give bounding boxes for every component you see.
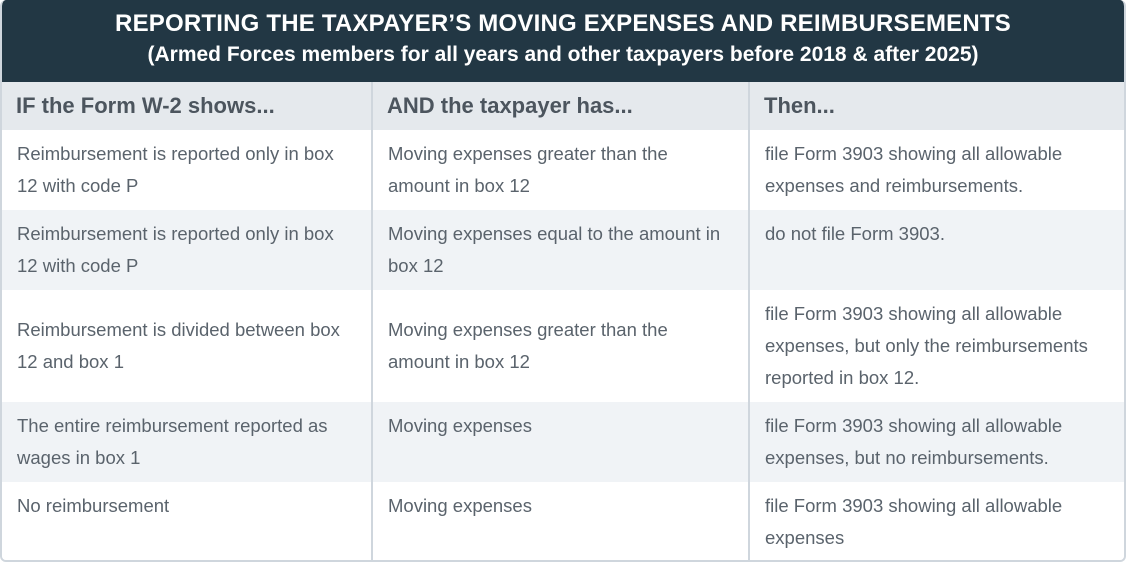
cell-then: file Form 3903 showing all allowable exp… (748, 482, 1124, 560)
column-header-taxpayer-has: AND the taxpayer has... (371, 82, 749, 130)
column-header-w2-shows: IF the Form W-2 shows... (2, 82, 372, 130)
table-row: No reimbursement Moving expenses file Fo… (2, 482, 1124, 560)
reporting-rules-table: IF the Form W-2 shows... AND the taxpaye… (2, 82, 1124, 560)
cell-w2-shows: Reimbursement is divided between box 12 … (2, 290, 372, 402)
cell-taxpayer-has: Moving expenses equal to the amount in b… (371, 210, 749, 290)
cell-w2-shows: Reimbursement is reported only in box 12… (2, 210, 372, 290)
table-row: The entire reimbursement reported as wag… (2, 402, 1124, 482)
cell-w2-shows: No reimbursement (2, 482, 372, 560)
page-title: REPORTING THE TAXPAYER’S MOVING EXPENSES… (115, 10, 1011, 37)
cell-then: file Form 3903 showing all allowable exp… (748, 402, 1124, 482)
cell-taxpayer-has: Moving expenses (371, 402, 749, 482)
table-row: Reimbursement is reported only in box 12… (2, 210, 1124, 290)
cell-then: do not file Form 3903. (748, 210, 1124, 290)
cell-taxpayer-has: Moving expenses greater than the amount … (371, 290, 749, 402)
table-header-row: IF the Form W-2 shows... AND the taxpaye… (2, 82, 1124, 130)
cell-taxpayer-has: Moving expenses greater than the amount … (371, 130, 749, 210)
cell-taxpayer-has: Moving expenses (371, 482, 749, 560)
table-row: Reimbursement is reported only in box 12… (2, 130, 1124, 210)
page-subtitle: (Armed Forces members for all years and … (147, 43, 979, 66)
cell-then: file Form 3903 showing all allowable exp… (748, 130, 1124, 210)
cell-then: file Form 3903 showing all allowable exp… (748, 290, 1124, 402)
cell-w2-shows: Reimbursement is reported only in box 12… (2, 130, 372, 210)
cell-w2-shows: The entire reimbursement reported as wag… (2, 402, 372, 482)
title-banner: REPORTING THE TAXPAYER’S MOVING EXPENSES… (2, 0, 1124, 82)
table-row: Reimbursement is divided between box 12 … (2, 290, 1124, 402)
column-header-then: Then... (748, 82, 1124, 130)
